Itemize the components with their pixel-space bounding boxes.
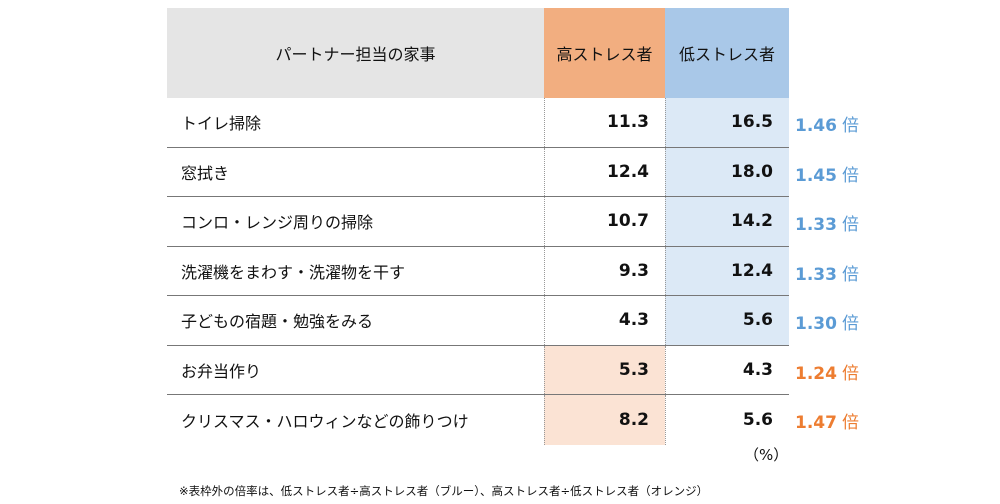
table-row: コンロ・レンジ周りの掃除 10.7 14.2 [167, 197, 789, 247]
ratio-label: 1.46 倍 [795, 111, 859, 136]
ratio-unit: 倍 [841, 215, 859, 235]
ratio-label: 1.47 倍 [795, 408, 859, 433]
low-stress-value: 12.4 [665, 246, 789, 295]
low-stress-value: 5.6 [665, 395, 789, 445]
ratio-unit: 倍 [841, 314, 859, 334]
low-stress-value: 18.0 [665, 147, 789, 196]
chore-label: トイレ掃除 [181, 114, 262, 134]
ratio-value: 1.46 [795, 116, 837, 136]
ratio-value: 1.47 [795, 413, 837, 433]
ratio-label: 1.45 倍 [795, 161, 859, 186]
table-row: トイレ掃除 11.3 16.5 [167, 98, 789, 148]
stress-housework-table: パートナー担当の家事 高ストレス者 低ストレス者 トイレ掃除 11.3 16.5 窓拭… [167, 8, 789, 445]
header-chore: パートナー担当の家事 [167, 8, 544, 98]
table-row: 子どもの宿題・勉強をみる 4.3 5.6 [167, 296, 789, 346]
high-stress-value: 4.3 [544, 296, 665, 345]
table-header: パートナー担当の家事 高ストレス者 低ストレス者 [167, 8, 789, 98]
ratio-unit: 倍 [841, 165, 859, 186]
table-row: 洗濯機をまわす・洗濯物を干す 9.3 12.4 [167, 246, 789, 296]
ratio-label: 1.33 倍 [795, 260, 859, 285]
footnote: ※表枠外の倍率は、低ストレス者÷高ストレス者（ブルー）、高ストレス者÷低ストレス… [179, 484, 709, 498]
ratio-value: 1.30 [795, 314, 837, 334]
chore-label: お弁当作り [181, 361, 262, 381]
table-row: お弁当作り 5.3 4.3 [167, 345, 789, 395]
low-stress-value: 5.6 [665, 296, 789, 345]
ratio-unit: 倍 [841, 363, 859, 384]
chore-label: 窓拭き [181, 163, 230, 183]
ratio-unit: 倍 [841, 264, 859, 285]
unit-label: （%） [744, 446, 789, 464]
low-stress-value: 14.2 [665, 197, 789, 246]
high-stress-value: 12.4 [544, 147, 665, 196]
ratio-value: 1.24 [795, 363, 837, 384]
ratio-label: 1.24 倍 [795, 359, 859, 384]
table-row: クリスマス・ハロウィンなどの飾りつけ 8.2 5.6 [167, 395, 789, 445]
high-stress-value: 5.3 [544, 345, 665, 394]
low-stress-value: 4.3 [665, 345, 789, 394]
ratio-value: 1.33 [795, 215, 837, 235]
ratio-label: 1.30 倍 [795, 309, 859, 334]
table-row: 窓拭き 12.4 18.0 [167, 147, 789, 197]
chore-label: 洗濯機をまわす・洗濯物を干す [181, 262, 406, 282]
ratio-unit: 倍 [841, 413, 859, 433]
ratio-unit: 倍 [841, 116, 859, 136]
high-stress-value: 11.3 [544, 98, 665, 147]
ratio-value: 1.33 [795, 264, 837, 285]
header-high-stress: 高ストレス者 [544, 8, 665, 98]
ratio-value: 1.45 [795, 165, 837, 186]
high-stress-value: 9.3 [544, 246, 665, 295]
header-low-stress: 低ストレス者 [665, 8, 789, 98]
chore-label: クリスマス・ハロウィンなどの飾りつけ [181, 411, 469, 431]
high-stress-value: 10.7 [544, 197, 665, 246]
high-stress-value: 8.2 [544, 395, 665, 445]
chore-label: コンロ・レンジ周りの掃除 [181, 213, 374, 233]
chore-label: 子どもの宿題・勉強をみる [181, 312, 374, 332]
low-stress-value: 16.5 [665, 98, 789, 147]
ratio-label: 1.33 倍 [795, 210, 859, 235]
table-body: トイレ掃除 11.3 16.5 窓拭き 12.4 18.0 コンロ・レンジ周りの掃除 10.7… [167, 98, 789, 445]
